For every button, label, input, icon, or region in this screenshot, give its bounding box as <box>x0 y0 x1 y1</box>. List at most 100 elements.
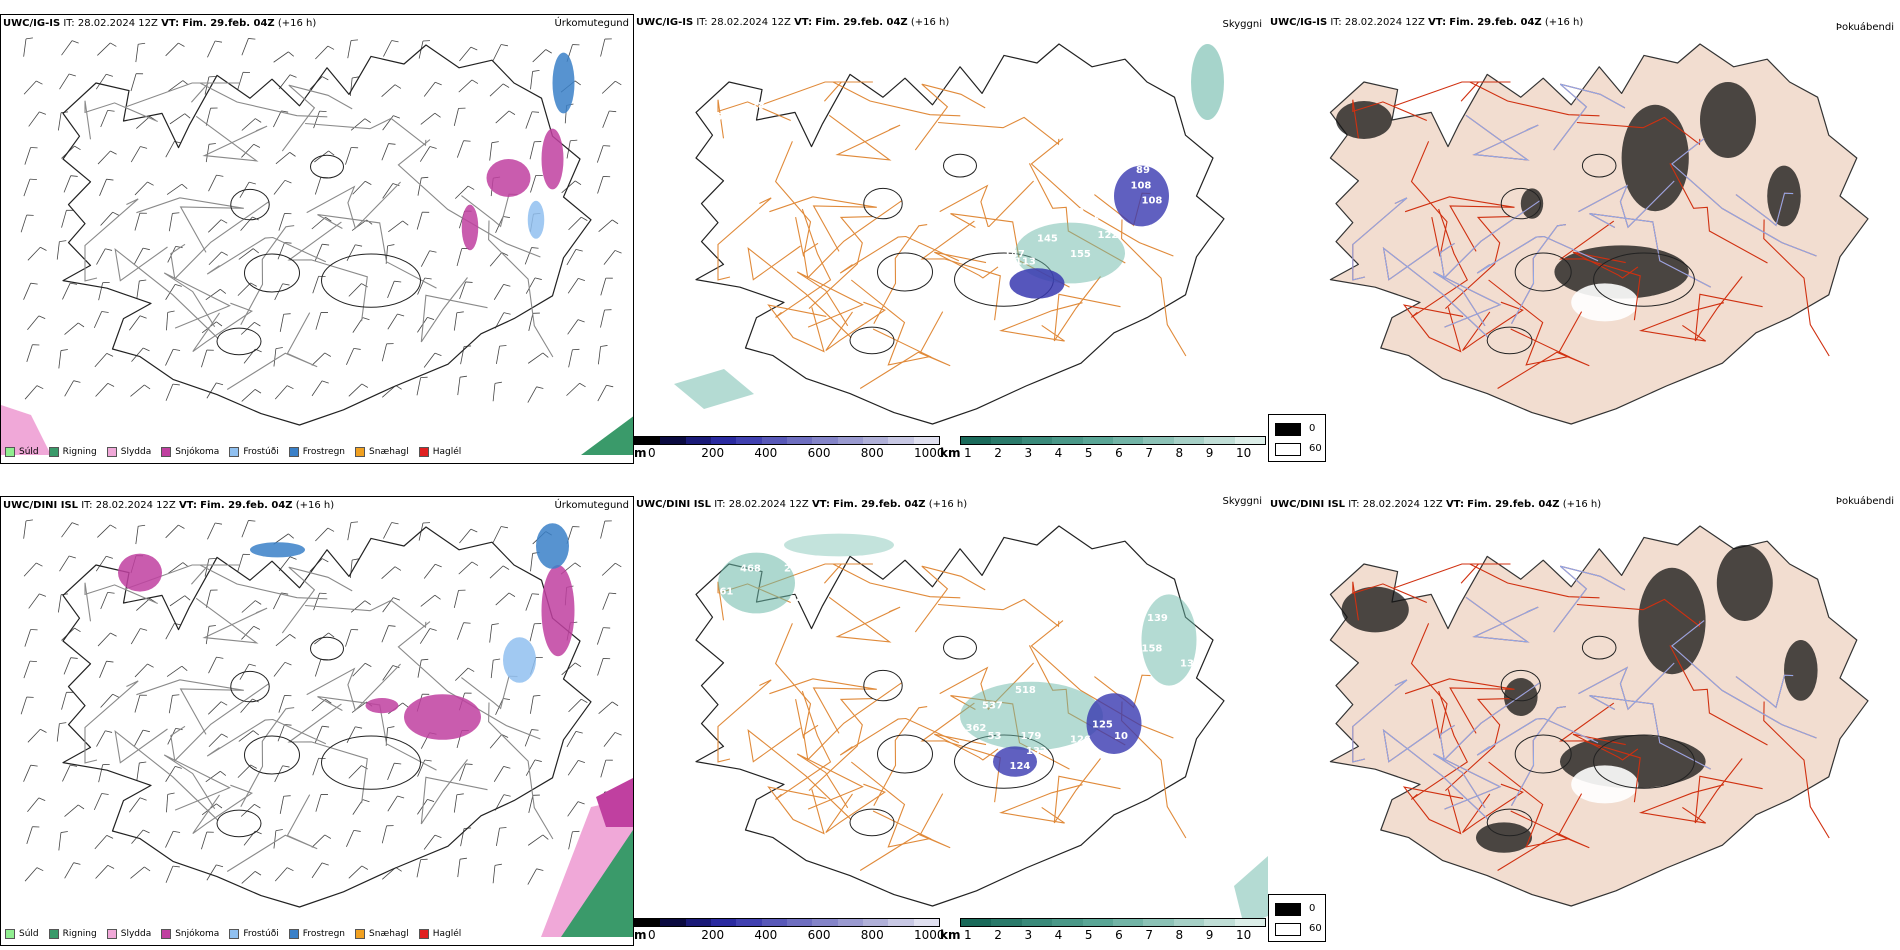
panel-title: Úrkomutegund <box>554 18 629 29</box>
barb-staff <box>387 795 398 812</box>
barb-staff <box>98 282 104 301</box>
precip-panel-top: UWC/IG-IS IT: 28.02.2024 12Z VT: Fim. 29… <box>0 14 634 464</box>
road-line <box>769 678 877 734</box>
barb-staff <box>388 220 403 233</box>
barb-staff <box>240 322 255 335</box>
barb-flag <box>470 528 478 533</box>
barb-flag <box>220 219 228 224</box>
wind-barb <box>381 625 396 643</box>
barb-staff <box>313 593 320 611</box>
scale-tick: 3 <box>1024 928 1033 942</box>
wind-barb <box>419 628 437 644</box>
barb-flag <box>70 282 78 285</box>
wind-barb <box>237 553 251 572</box>
visibility-value-label: 145 <box>1037 234 1058 245</box>
visibility-value-label: 108 <box>1131 180 1152 191</box>
barb-staff <box>489 734 503 749</box>
barb-staff <box>95 865 109 879</box>
barb-flag <box>71 40 79 44</box>
visibility-value-label: 426 <box>702 112 723 123</box>
wind-barb <box>24 147 38 165</box>
wind-barb <box>206 864 224 881</box>
barb-staff <box>348 383 363 397</box>
barb-flag <box>36 867 44 872</box>
barb-staff <box>345 147 352 165</box>
barb-staff <box>598 701 613 715</box>
wind-barb <box>381 343 394 362</box>
barb-staff <box>381 566 396 579</box>
barb-staff <box>600 38 606 57</box>
barb-flag <box>395 385 402 390</box>
barb-flag <box>147 663 154 668</box>
barb-flag <box>286 385 294 390</box>
wind-barb <box>567 278 586 294</box>
barb-staff <box>61 40 73 56</box>
visibility-value-label: 143 <box>1153 150 1174 161</box>
colorbar-step <box>660 919 686 926</box>
road-line <box>796 271 864 328</box>
barb-staff <box>205 590 211 608</box>
barb-staff <box>24 629 31 647</box>
barb-staff <box>314 659 322 677</box>
barb-flag <box>281 110 289 113</box>
panel-title: Skyggni <box>1222 496 1262 507</box>
barb-staff <box>23 80 37 95</box>
barb-flag <box>106 73 113 77</box>
wind-barb <box>314 658 328 677</box>
barb-staff <box>420 594 436 607</box>
barb-flag <box>611 701 619 707</box>
wind-barb <box>27 246 47 261</box>
wind-barb <box>28 111 47 127</box>
colorbar-step <box>1173 919 1205 926</box>
panel-header: UWC/IG-IS IT: 28.02.2024 12Z VT: Fim. 29… <box>3 18 317 29</box>
fog-panel-top: UWC/IG-IS IT: 28.02.2024 12Z VT: Fim. 29… <box>1268 14 1900 464</box>
legend-label: Slydda <box>120 929 152 939</box>
scale-tick: 4 <box>1054 446 1063 460</box>
barb-staff <box>28 593 40 609</box>
legend-swatch <box>288 447 299 457</box>
wind-barb <box>388 220 409 233</box>
legend-label: Snæhagl <box>369 447 409 457</box>
wind-barb <box>279 795 291 814</box>
barb-flag <box>327 527 335 532</box>
barb-staff <box>64 322 79 335</box>
colorbar-step <box>1204 437 1235 444</box>
barb-staff <box>568 216 582 231</box>
barb-staff <box>490 660 494 679</box>
glacier-outline <box>310 636 344 661</box>
wind-barb <box>459 763 473 782</box>
wind-barb <box>59 555 76 572</box>
glacier-outline <box>877 734 933 774</box>
barb-flag <box>40 246 47 251</box>
legend-label: Frostregn <box>302 929 346 939</box>
road-line <box>195 115 268 162</box>
barb-staff <box>347 40 352 59</box>
barb-flag <box>208 143 216 145</box>
scale-tick: 7 <box>1145 446 1153 460</box>
barb-staff <box>349 559 353 578</box>
fog-panel-bottom: UWC/DINI ISL IT: 28.02.2024 12Z VT: Fim.… <box>1268 496 1900 946</box>
barb-staff <box>458 561 473 575</box>
road-line <box>717 99 791 139</box>
colorbar-step <box>1021 437 1053 444</box>
colorbar-step <box>961 919 992 926</box>
barb-staff <box>241 520 249 538</box>
wind-barb <box>525 111 540 129</box>
barb-staff <box>136 598 151 611</box>
road-line <box>939 180 1034 229</box>
road-line <box>114 728 219 822</box>
iceland-land <box>1329 525 1869 907</box>
wind-barb <box>567 319 585 335</box>
wind-barb <box>350 118 371 131</box>
wind-barb <box>529 694 541 714</box>
wind-barb <box>97 42 117 56</box>
barb-flag <box>220 288 227 294</box>
colorbar-step <box>710 437 737 444</box>
colorbar-step <box>1204 919 1235 926</box>
barb-flag <box>424 277 432 280</box>
road-line <box>84 198 139 282</box>
wind-barb <box>315 312 329 330</box>
road-line <box>226 794 318 872</box>
colorbar-step <box>1143 919 1174 926</box>
wind-barb <box>204 558 216 577</box>
